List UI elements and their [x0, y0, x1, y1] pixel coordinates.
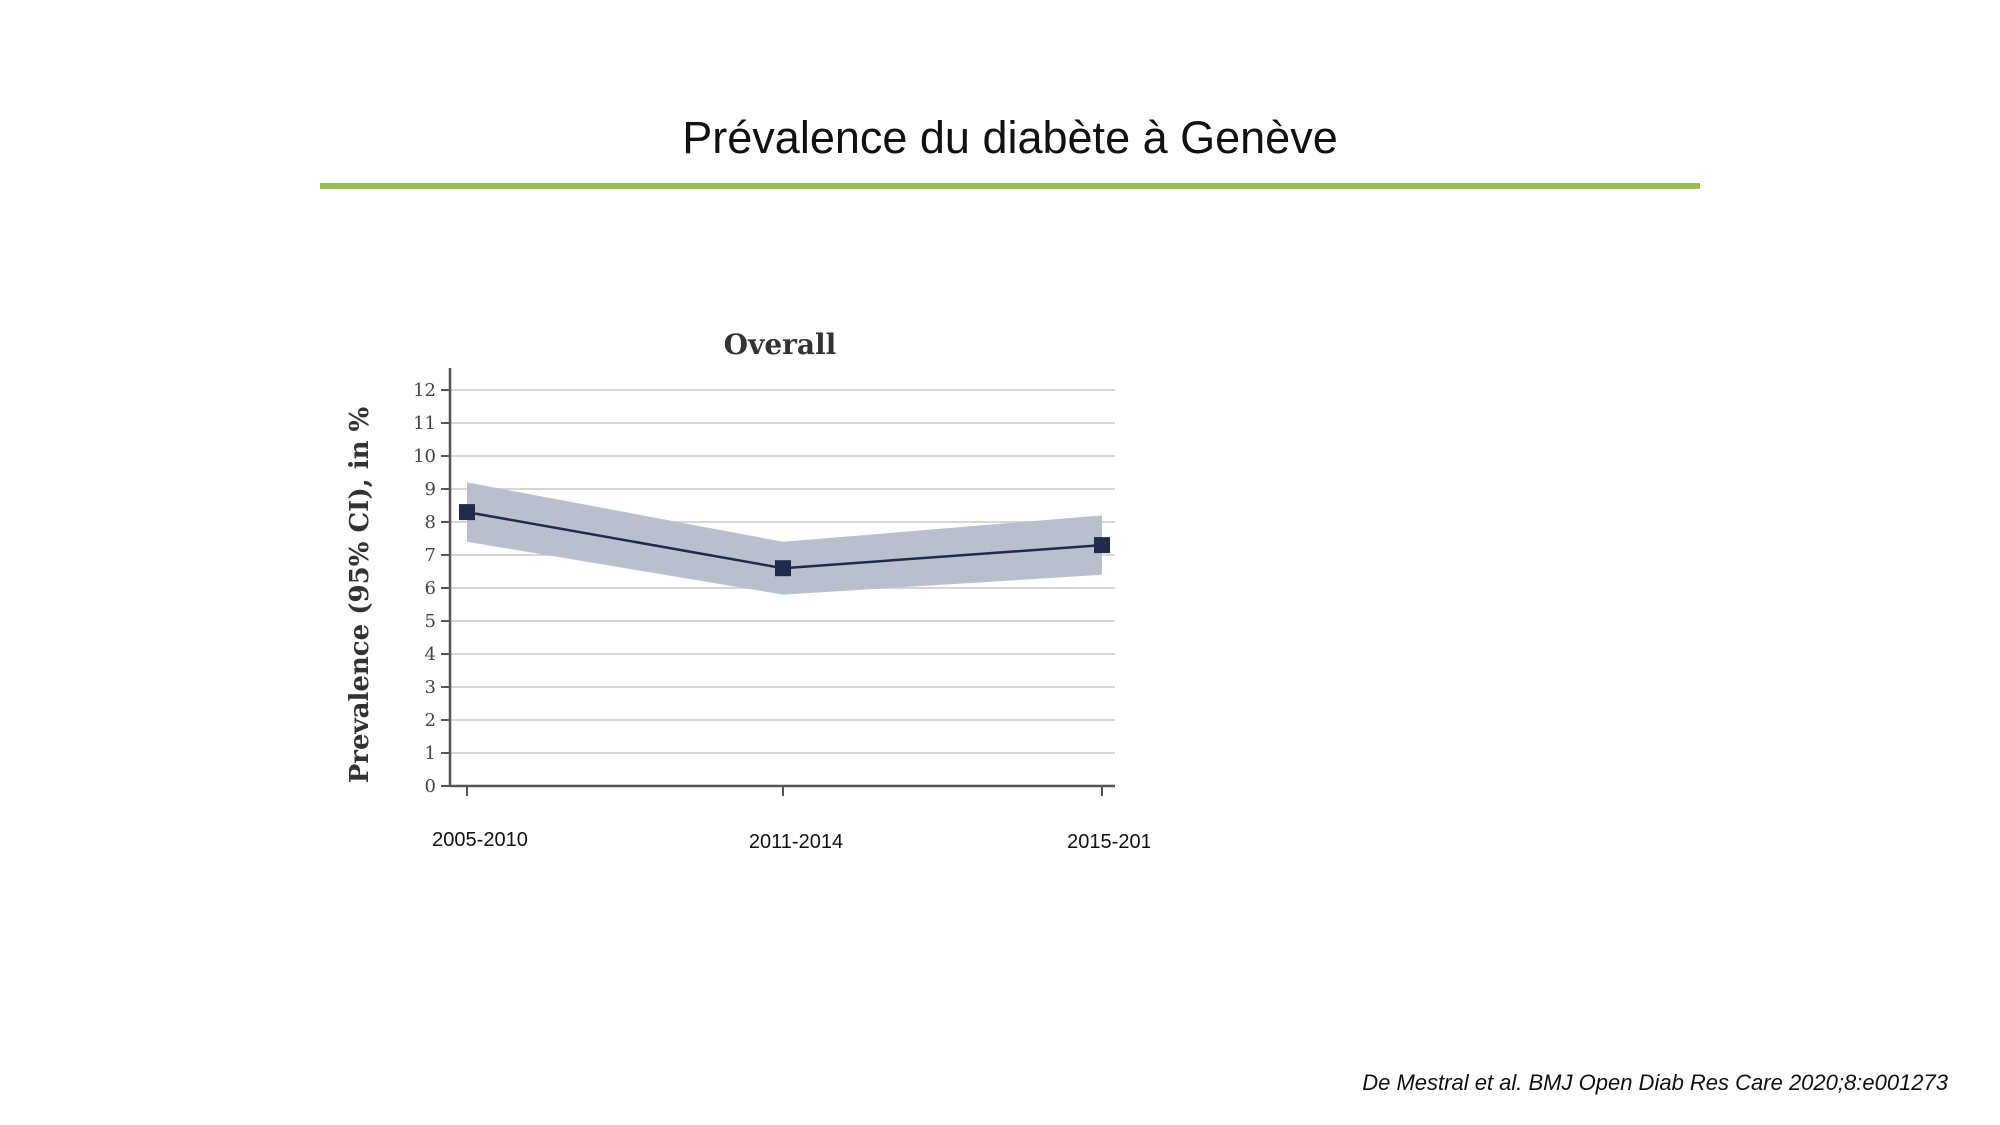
series-line-layer	[459, 504, 1110, 577]
y-axis-label: Prevalence (95% CI), in %	[345, 406, 375, 783]
prevalence-chart: Overall Prevalence (95% CI), in % 012345…	[345, 328, 1163, 853]
citation: De Mestral et al. BMJ Open Diab Res Care…	[1362, 1070, 1948, 1095]
x-tick-label: 2015-2017	[1067, 831, 1150, 853]
x-tick-label: 2005-2010	[432, 829, 528, 851]
y-tick-label: 11	[413, 413, 436, 434]
chart-title: Overall	[724, 328, 837, 361]
confidence-band	[467, 482, 1102, 595]
x-tick-label: 2011-2014	[749, 831, 843, 853]
slide-title: Prévalence du diabète à Genève	[682, 112, 1338, 163]
y-tick-label: 8	[425, 512, 436, 533]
y-tick-label: 0	[425, 776, 436, 797]
y-tick-label: 4	[425, 644, 436, 665]
axes	[441, 368, 1115, 796]
data-point-2015-2017	[1094, 537, 1110, 554]
y-tick-label: 12	[413, 380, 436, 401]
data-point-2011-2014	[775, 560, 791, 577]
y-tick-label: 10	[413, 446, 436, 467]
confidence-band-layer	[467, 482, 1102, 595]
y-tick-label: 7	[425, 545, 436, 566]
data-point-2005-2010	[459, 504, 475, 521]
title-divider	[320, 183, 1700, 189]
y-tick-label: 9	[425, 479, 436, 500]
y-tick-label: 5	[425, 611, 436, 632]
y-tick-label: 3	[425, 677, 436, 698]
y-tick-label: 2	[425, 710, 436, 731]
y-tick-label: 1	[425, 743, 436, 764]
y-tick-label: 6	[425, 578, 436, 599]
